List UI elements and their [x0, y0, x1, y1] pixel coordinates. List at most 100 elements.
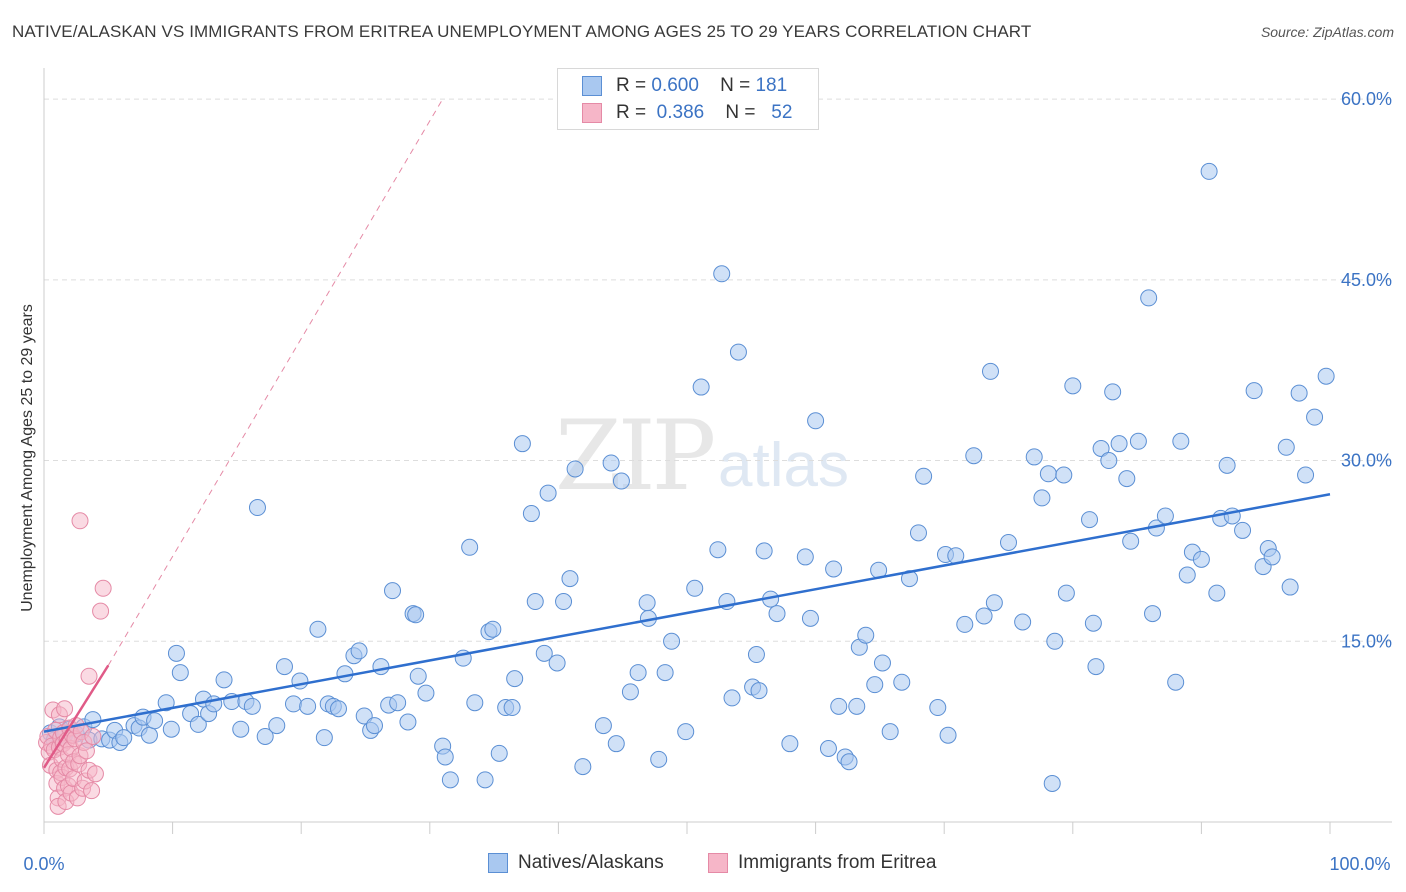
data-point-natives	[755, 542, 773, 560]
data-point-natives	[1039, 465, 1057, 483]
data-point-natives	[548, 654, 566, 672]
y-tick-label: 30.0%	[1341, 451, 1392, 471]
data-point-natives	[650, 750, 668, 768]
data-point-natives	[275, 658, 293, 676]
correlation-legend: R = 0.600 N = 181 R = 0.386 N = 52	[557, 68, 819, 130]
data-point-eritrea	[71, 512, 89, 530]
legend-label-natives: Natives/Alaskans	[518, 852, 664, 873]
data-point-natives	[1014, 613, 1032, 631]
data-point-natives	[407, 606, 425, 624]
data-point-natives	[1043, 774, 1061, 792]
data-point-natives	[848, 697, 866, 715]
data-point-natives	[461, 538, 479, 556]
data-point-natives	[484, 620, 502, 638]
watermark-zip: ZIP	[555, 400, 716, 512]
data-point-natives	[1118, 470, 1136, 488]
data-point-natives	[1140, 289, 1158, 307]
legend-item-eritrea: Immigrants from Eritrea	[708, 852, 936, 874]
watermark-atlas: atlas	[718, 431, 849, 500]
data-point-natives	[535, 644, 553, 662]
data-point-natives	[171, 664, 189, 682]
data-point-natives	[1144, 605, 1162, 623]
data-point-natives	[796, 548, 814, 566]
data-point-natives	[1025, 448, 1043, 466]
data-point-natives	[873, 654, 891, 672]
data-point-eritrea	[84, 727, 102, 745]
legend-n-label: N =	[725, 102, 756, 123]
data-point-natives	[1055, 466, 1073, 484]
data-point-natives	[248, 499, 266, 517]
legend-n-value: 181	[755, 75, 788, 96]
data-point-natives	[162, 720, 180, 738]
data-point-natives	[1306, 408, 1324, 426]
data-point-natives	[1087, 658, 1105, 676]
legend-item-natives: Natives/Alaskans	[488, 852, 664, 874]
data-point-eritrea	[83, 782, 101, 800]
data-point-natives	[768, 605, 786, 623]
data-point-natives	[638, 594, 656, 612]
data-point-natives	[1317, 367, 1335, 385]
trend-line-eritrea	[42, 664, 110, 769]
y-tick-label: 15.0%	[1341, 631, 1392, 651]
data-point-natives	[1281, 578, 1299, 596]
data-point-natives	[215, 671, 233, 689]
data-point-natives	[417, 684, 435, 702]
data-point-natives	[1208, 584, 1226, 602]
data-point-natives	[329, 700, 347, 718]
data-point-natives	[1172, 432, 1190, 450]
data-point-natives	[539, 484, 557, 502]
data-point-natives	[1156, 507, 1174, 525]
data-point-eritrea	[77, 742, 95, 760]
data-point-natives	[506, 670, 524, 688]
legend-swatch-natives	[488, 853, 508, 873]
data-point-natives	[709, 541, 727, 559]
data-point-natives	[801, 609, 819, 627]
data-point-natives	[1000, 533, 1017, 551]
data-point-natives	[1122, 532, 1140, 550]
data-point-natives	[1104, 383, 1122, 401]
legend-r-label: R =	[616, 102, 647, 123]
data-point-natives	[807, 412, 825, 430]
data-point-natives	[1218, 456, 1236, 474]
legend-swatch-eritrea	[582, 103, 602, 123]
data-point-natives	[985, 594, 1003, 612]
trend-line-eritrea-extension	[107, 98, 444, 666]
data-point-eritrea	[80, 667, 98, 685]
y-tick-label: 60.0%	[1341, 89, 1392, 109]
data-point-natives	[840, 753, 858, 771]
data-point-eritrea	[86, 765, 104, 783]
data-point-natives	[629, 664, 647, 682]
data-point-eritrea	[94, 579, 112, 597]
y-tick-label: 45.0%	[1341, 270, 1392, 290]
data-point-natives	[522, 505, 540, 523]
data-point-natives	[607, 735, 625, 753]
data-point-natives	[1290, 384, 1308, 402]
data-point-natives	[656, 664, 674, 682]
data-point-natives	[309, 620, 327, 638]
data-point-natives	[232, 720, 250, 738]
x-tick-label: 100.0%	[1329, 854, 1390, 874]
data-point-natives	[436, 748, 454, 766]
data-point-natives	[713, 265, 731, 283]
data-point-natives	[825, 560, 843, 578]
legend-r-value: 0.386	[656, 102, 705, 123]
data-point-natives	[389, 694, 407, 712]
data-point-natives	[621, 683, 639, 701]
data-point-natives	[189, 715, 207, 733]
data-point-natives	[350, 642, 368, 660]
data-point-natives	[384, 582, 402, 600]
data-point-natives	[503, 699, 521, 717]
data-point-natives	[594, 717, 612, 735]
data-point-natives	[299, 697, 317, 715]
data-point-natives	[1263, 548, 1281, 566]
data-point-natives	[566, 460, 584, 478]
data-point-natives	[929, 699, 947, 717]
data-point-natives	[561, 570, 579, 588]
data-point-natives	[956, 615, 974, 633]
data-point-natives	[981, 362, 999, 380]
data-point-natives	[372, 658, 390, 676]
data-point-natives	[513, 435, 531, 453]
data-point-natives	[268, 717, 286, 735]
data-point-natives	[146, 712, 164, 730]
data-point-natives	[819, 740, 837, 758]
